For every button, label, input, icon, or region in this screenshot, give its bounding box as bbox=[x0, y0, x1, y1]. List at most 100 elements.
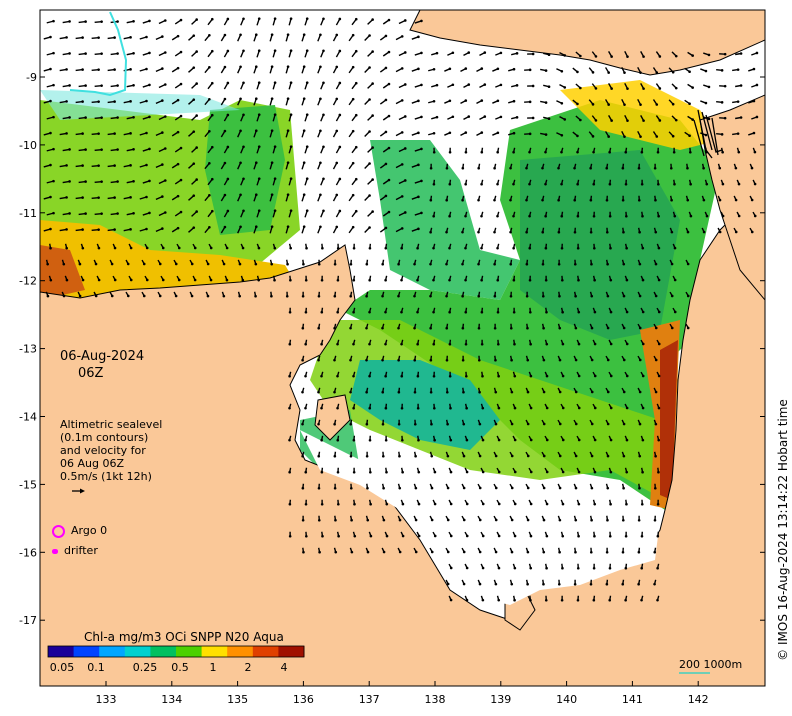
velocity-arrow-head bbox=[403, 211, 407, 214]
velocity-arrow-head bbox=[513, 470, 517, 474]
velocity-arrow-head bbox=[387, 114, 391, 118]
velocity-arrow-head bbox=[317, 294, 321, 298]
velocity-arrow-head bbox=[417, 35, 420, 39]
velocity-arrow-head bbox=[465, 374, 468, 378]
velocity-arrow-head bbox=[576, 70, 579, 74]
velocity-arrow-head bbox=[640, 502, 644, 506]
velocity-arrow-head bbox=[432, 246, 435, 250]
velocity-arrow-head bbox=[606, 454, 610, 458]
velocity-arrow-head bbox=[689, 214, 693, 218]
velocity-arrow-head bbox=[382, 550, 386, 554]
velocity-arrow-head bbox=[657, 246, 661, 250]
velocity-arrow-head bbox=[385, 502, 389, 506]
colorbar-segment bbox=[176, 646, 203, 657]
velocity-arrow-head bbox=[622, 326, 626, 330]
velocity-arrow-head bbox=[84, 20, 87, 23]
velocity-arrow-head bbox=[365, 358, 368, 362]
credit-text: © IMOS 16-Aug-2024 13:14:22 Hobart time bbox=[776, 399, 790, 661]
velocity-arrow-head bbox=[721, 182, 725, 186]
velocity-arrow-head bbox=[509, 198, 512, 202]
velocity-arrow-head bbox=[400, 278, 403, 282]
velocity-arrow-head bbox=[462, 582, 466, 586]
velocity-arrow-head bbox=[606, 262, 609, 266]
velocity-arrow-head bbox=[558, 358, 562, 362]
velocity-arrow-head bbox=[477, 198, 480, 202]
velocity-arrow-head bbox=[497, 502, 501, 506]
velocity-arrow-head bbox=[593, 278, 596, 282]
velocity-arrow-head bbox=[174, 294, 178, 298]
velocity-arrow-head bbox=[366, 550, 370, 554]
velocity-arrow-head bbox=[639, 103, 642, 106]
velocity-arrow-head bbox=[273, 209, 277, 212]
velocity-arrow-head bbox=[132, 147, 135, 151]
velocity-arrow-head bbox=[737, 150, 741, 154]
velocity-arrow-head bbox=[132, 115, 135, 119]
velocity-arrow-head bbox=[739, 84, 743, 87]
lat-tick-label: -17 bbox=[19, 614, 37, 627]
velocity-arrow-head bbox=[338, 177, 342, 181]
velocity-arrow-head bbox=[413, 422, 417, 426]
velocity-arrow-head bbox=[467, 115, 471, 118]
velocity-arrow-head bbox=[354, 17, 358, 21]
velocity-arrow-head bbox=[653, 550, 657, 554]
velocity-arrow-head bbox=[400, 131, 404, 134]
velocity-arrow-head bbox=[319, 225, 322, 229]
velocity-arrow-head bbox=[670, 294, 674, 298]
velocity-arrow-head bbox=[512, 67, 516, 71]
velocity-arrow-head bbox=[81, 164, 84, 167]
velocity-arrow-head bbox=[319, 97, 322, 101]
velocity-arrow-head bbox=[397, 326, 400, 330]
velocity-arrow-head bbox=[387, 178, 391, 182]
velocity-arrow-head bbox=[576, 566, 580, 570]
velocity-arrow-head bbox=[509, 262, 513, 266]
velocity-arrow-head bbox=[192, 66, 196, 69]
velocity-arrow-head bbox=[446, 422, 449, 426]
velocity-arrow-head bbox=[448, 278, 451, 282]
velocity-arrow-head bbox=[52, 51, 55, 55]
velocity-arrow-head bbox=[464, 310, 468, 314]
velocity-arrow-head bbox=[371, 82, 374, 85]
velocity-arrow-head bbox=[336, 278, 340, 282]
velocity-arrow-head bbox=[529, 342, 532, 346]
velocity-arrow-head bbox=[593, 438, 597, 442]
velocity-arrow-head bbox=[289, 278, 292, 282]
velocity-arrow-head bbox=[366, 486, 369, 490]
velocity-arrow-head bbox=[100, 84, 103, 87]
velocity-arrow-head bbox=[577, 470, 581, 474]
velocity-arrow-head bbox=[62, 294, 66, 298]
velocity-arrow-head bbox=[641, 438, 645, 442]
velocity-arrow-head bbox=[544, 182, 547, 186]
velocity-arrow-head bbox=[371, 146, 374, 149]
colorbar-segment bbox=[201, 646, 228, 657]
velocity-arrow-head bbox=[577, 438, 581, 442]
velocity-arrow-head bbox=[670, 230, 674, 234]
velocity-arrow-head bbox=[753, 214, 757, 218]
velocity-arrow-head bbox=[126, 262, 130, 266]
velocity-arrow-head bbox=[493, 230, 496, 234]
velocity-arrow-head bbox=[477, 166, 481, 170]
velocity-arrow-head bbox=[445, 198, 449, 202]
velocity-arrow-head bbox=[322, 81, 325, 85]
velocity-arrow-head bbox=[223, 97, 227, 101]
velocity-arrow-head bbox=[561, 470, 565, 474]
velocity-arrow-head bbox=[445, 262, 448, 266]
velocity-arrow-head bbox=[65, 132, 68, 135]
velocity-arrow-head bbox=[81, 246, 85, 250]
velocity-arrow-head bbox=[401, 470, 404, 474]
velocity-arrow-head bbox=[254, 225, 258, 228]
velocity-arrow-head bbox=[641, 310, 645, 314]
velocity-arrow-head bbox=[607, 103, 610, 106]
velocity-arrow-head bbox=[385, 470, 388, 474]
velocity-arrow-head bbox=[302, 33, 306, 36]
velocity-arrow-head bbox=[81, 68, 84, 71]
velocity-arrow-head bbox=[420, 83, 423, 87]
velocity-arrow-head bbox=[239, 193, 242, 197]
velocity-arrow-head bbox=[481, 406, 485, 410]
velocity-arrow-head bbox=[179, 82, 183, 86]
velocity-arrow-head bbox=[494, 422, 498, 426]
velocity-arrow-head bbox=[545, 374, 549, 378]
velocity-arrow-head bbox=[451, 51, 455, 55]
velocity-arrow-head bbox=[574, 326, 578, 330]
velocity-arrow-head bbox=[560, 246, 564, 250]
velocity-arrow-head bbox=[319, 33, 322, 37]
